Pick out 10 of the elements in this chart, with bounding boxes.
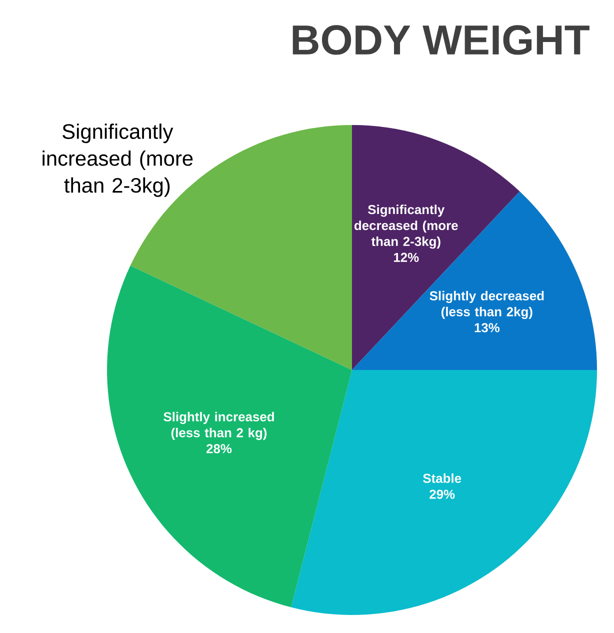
slice-label: Slightly increased (less than 2 kg): [164, 412, 274, 440]
slice-label: Significantly decreased (more than 2-3kg): [354, 204, 458, 249]
data-label: 13%: [474, 323, 500, 332]
slice-label: Slightly decreased (less than 2kg): [430, 290, 544, 319]
data-label: 29%: [430, 490, 455, 499]
slice-label: Significantly increased (more than 2-3kg): [42, 124, 193, 197]
chart-title: BODY WEIGHT: [292, 25, 590, 55]
slice-label: Stable: [423, 473, 462, 483]
data-label: 28%: [206, 444, 232, 454]
data-label: 12%: [394, 252, 419, 262]
